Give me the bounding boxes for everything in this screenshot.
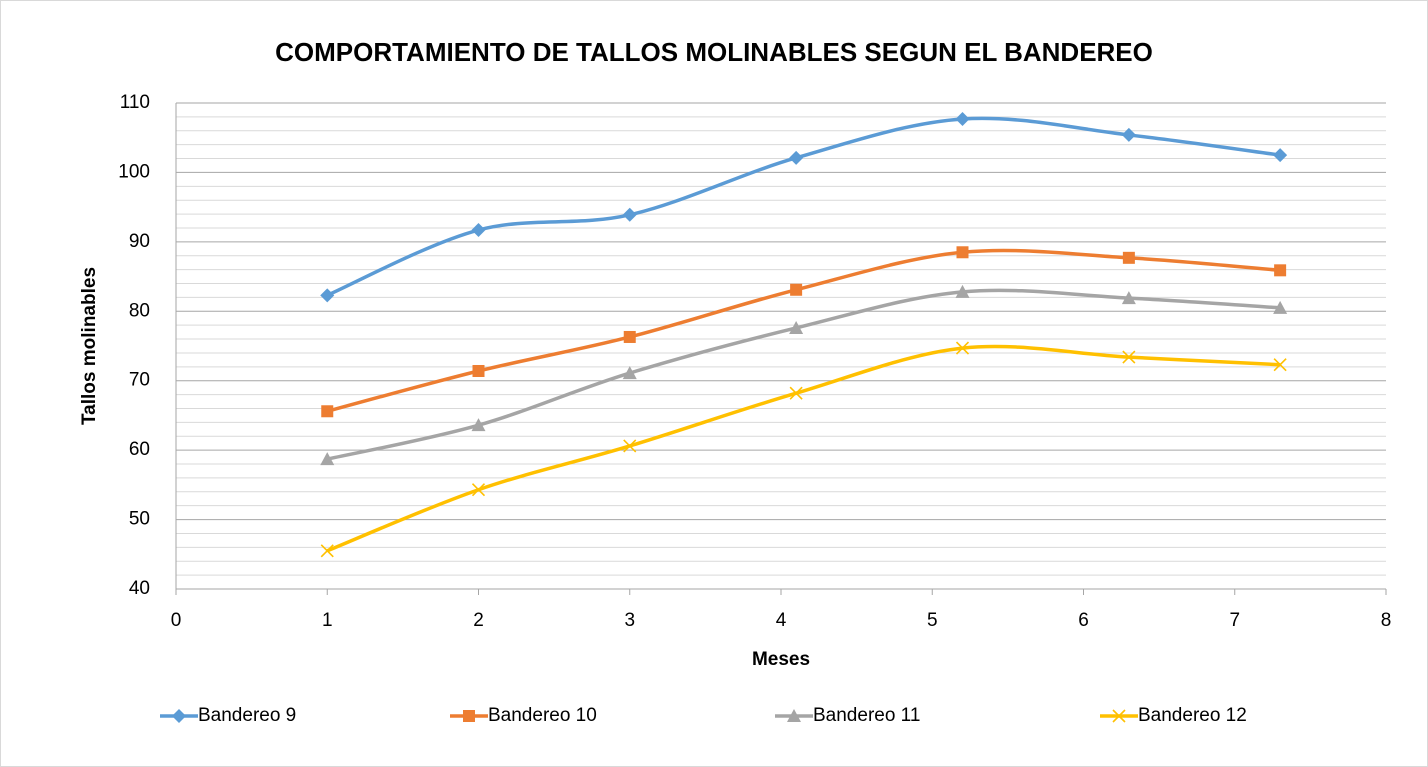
data-point bbox=[1121, 127, 1136, 142]
y-tick-label: 40 bbox=[129, 578, 150, 599]
data-point bbox=[790, 283, 803, 296]
data-point bbox=[1274, 264, 1287, 277]
data-point bbox=[471, 418, 486, 432]
x-tick-label: 6 bbox=[1078, 610, 1089, 631]
data-point bbox=[789, 386, 803, 400]
data-point bbox=[320, 288, 335, 303]
x-tick-label: 1 bbox=[322, 610, 333, 631]
data-point bbox=[321, 405, 334, 418]
data-point bbox=[320, 452, 335, 466]
chart-title: COMPORTAMIENTO DE TALLOS MOLINABLES SEGU… bbox=[275, 37, 1153, 67]
data-point bbox=[1273, 148, 1288, 163]
legend-label: Bandereo 11 bbox=[813, 705, 920, 726]
y-tick-label: 110 bbox=[120, 92, 150, 113]
x-tick-label: 0 bbox=[171, 610, 182, 631]
data-point bbox=[623, 439, 637, 453]
legend-label: Bandereo 9 bbox=[198, 705, 296, 726]
data-point bbox=[1273, 300, 1288, 314]
legend-marker bbox=[1112, 709, 1126, 723]
x-tick-label: 8 bbox=[1381, 610, 1392, 631]
y-tick-label: 60 bbox=[129, 439, 150, 460]
x-tick-label: 4 bbox=[776, 610, 787, 631]
data-point bbox=[789, 150, 804, 165]
data-point bbox=[956, 246, 969, 259]
data-point bbox=[622, 207, 637, 222]
y-tick-label: 80 bbox=[129, 300, 150, 321]
legend-marker bbox=[787, 709, 801, 722]
y-tick-label: 100 bbox=[118, 161, 150, 182]
y-tick-label: 70 bbox=[129, 370, 150, 391]
x-tick-label: 5 bbox=[927, 610, 938, 631]
x-tick-label: 2 bbox=[473, 610, 484, 631]
legend-label: Bandereo 10 bbox=[488, 705, 597, 726]
data-point bbox=[320, 544, 334, 558]
data-point bbox=[1122, 251, 1135, 264]
x-tick-label: 7 bbox=[1229, 610, 1240, 631]
y-tick-label: 50 bbox=[129, 509, 150, 530]
data-point bbox=[1122, 350, 1136, 364]
data-point bbox=[471, 483, 486, 497]
legend-marker bbox=[463, 710, 475, 722]
legend-marker bbox=[172, 709, 186, 723]
data-point bbox=[955, 284, 970, 298]
y-axis-label: Tallos molinables bbox=[79, 267, 100, 425]
data-point bbox=[471, 223, 486, 238]
data-point bbox=[955, 111, 970, 126]
data-point bbox=[1273, 358, 1287, 372]
data-point bbox=[789, 320, 804, 334]
data-point bbox=[623, 330, 636, 343]
y-tick-label: 90 bbox=[129, 231, 150, 252]
data-point bbox=[472, 364, 485, 377]
data-point bbox=[1121, 291, 1136, 305]
legend-label: Bandereo 12 bbox=[1138, 705, 1247, 726]
data-point bbox=[955, 341, 970, 355]
data-point bbox=[622, 366, 637, 380]
x-axis-label: Meses bbox=[752, 649, 810, 670]
x-tick-label: 3 bbox=[624, 610, 635, 631]
